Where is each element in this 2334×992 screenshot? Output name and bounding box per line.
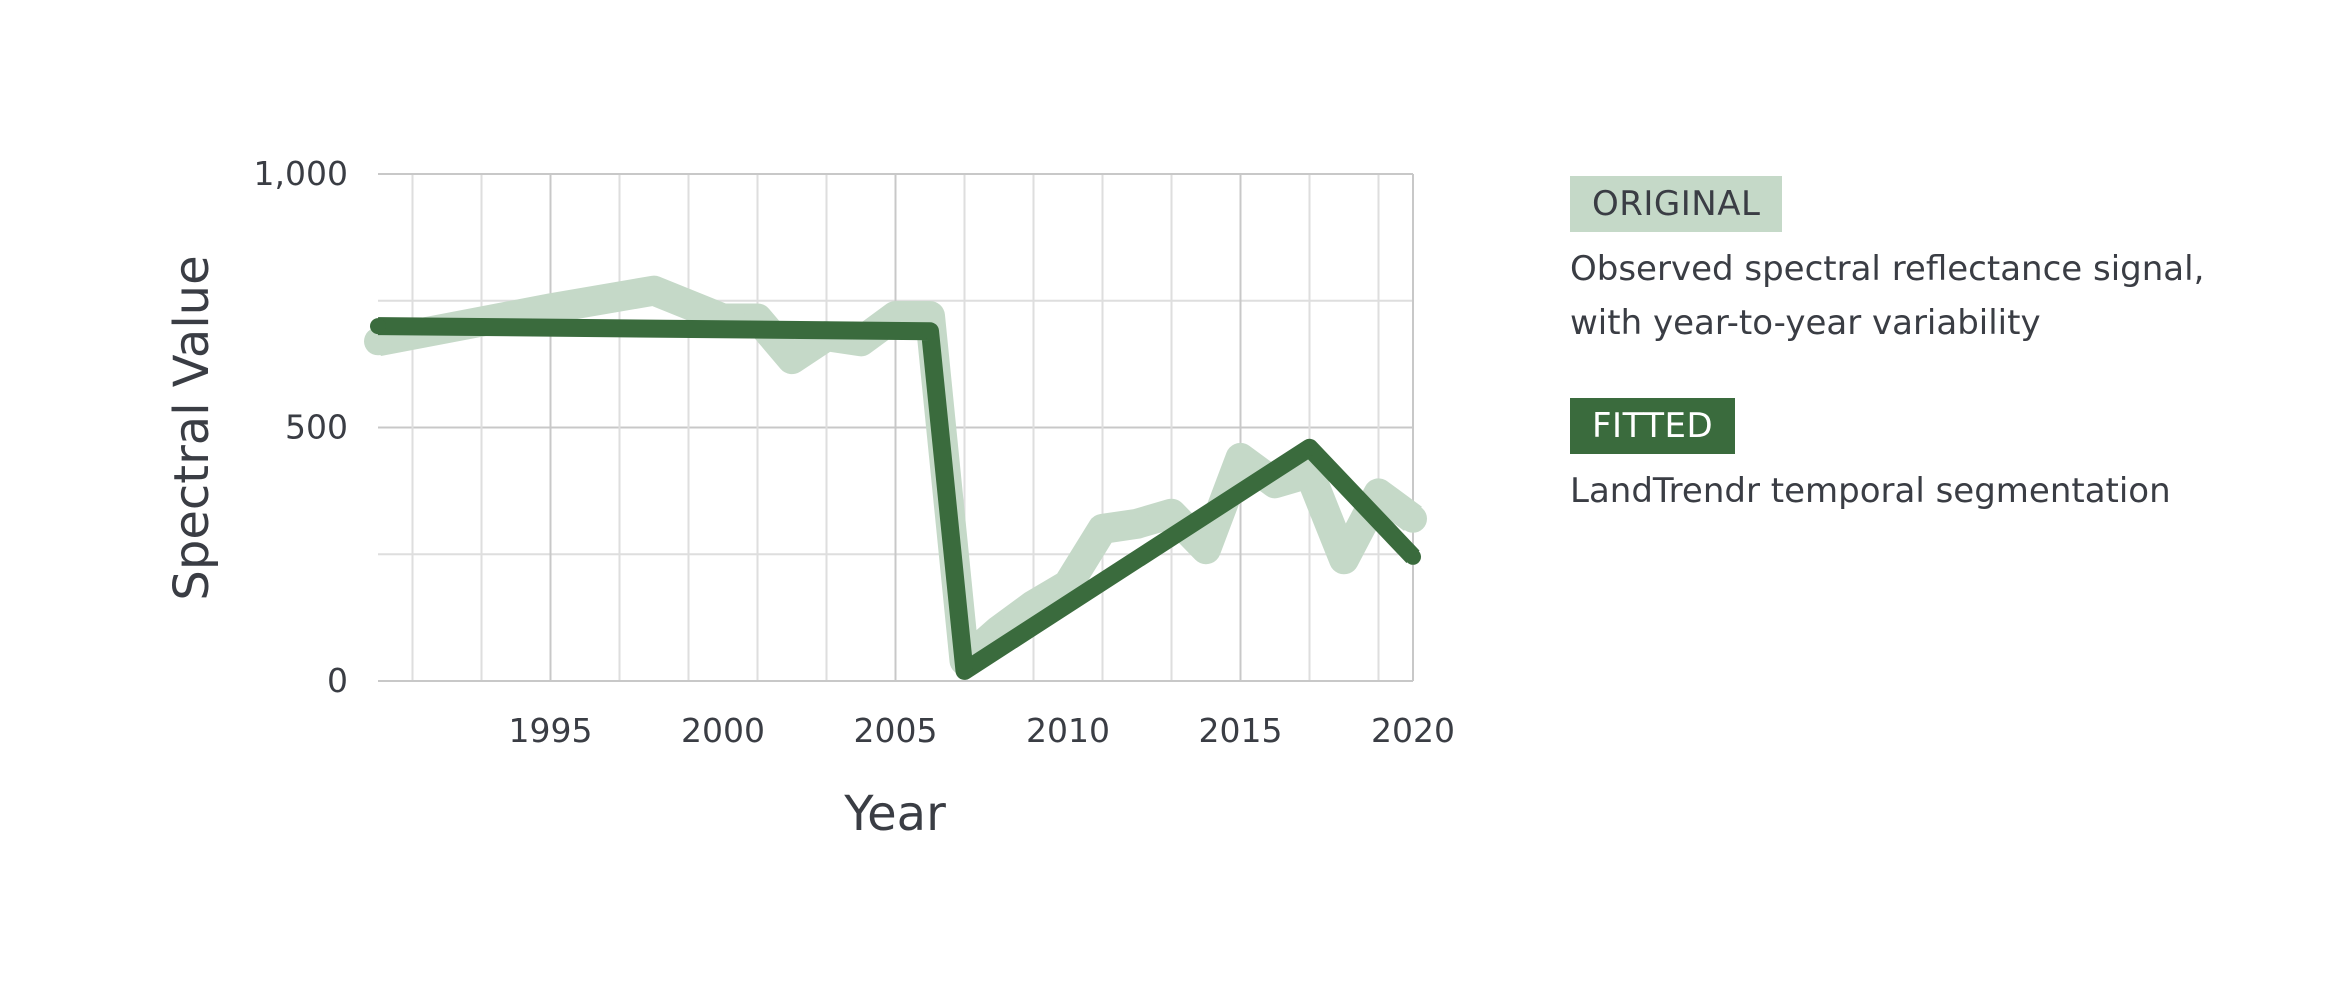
y-tick-label: 1,000: [254, 154, 348, 193]
data-point-original: [1192, 535, 1220, 564]
series-fitted: [370, 317, 1421, 680]
series-layer: [364, 275, 1427, 680]
data-point-original: [1088, 514, 1117, 543]
y-tick-label: 500: [285, 408, 348, 447]
data-point-original: [536, 294, 565, 323]
x-tick-label: 2015: [1199, 711, 1283, 750]
data-point-fitted: [1301, 439, 1318, 456]
legend: ORIGINAL Observed spectral reflectance s…: [1570, 176, 2270, 566]
legend-badge-fitted: FITTED: [1570, 398, 1736, 454]
x-tick-label: 2020: [1371, 711, 1455, 750]
data-point-fitted: [1405, 548, 1421, 565]
x-tick-label: 2010: [1026, 711, 1110, 750]
data-point-original: [1399, 504, 1427, 533]
data-point-original: [1226, 443, 1255, 472]
x-axis-title: Year: [843, 786, 946, 842]
data-point-original: [640, 276, 668, 305]
x-tick-label: 1995: [509, 711, 593, 750]
x-tick-labels: 1995 2000 2005 2010 2015 2020: [509, 711, 1455, 750]
legend-item-fitted: FITTED LandTrendr temporal segmentation: [1570, 398, 2270, 518]
y-tick-label: 0: [327, 661, 348, 700]
data-point-fitted: [956, 662, 973, 679]
data-point-original: [1157, 499, 1186, 528]
legend-item-original: ORIGINAL Observed spectral reflectance s…: [1570, 176, 2270, 350]
legend-badge-original: ORIGINAL: [1570, 176, 1783, 232]
data-point-original: [1330, 545, 1358, 574]
data-point-original: [1123, 509, 1151, 538]
y-tick-labels: 0 500 1,000: [254, 154, 348, 700]
data-point-original: [778, 345, 806, 374]
legend-description-original: Observed spectral reflectance signal, wi…: [1570, 249, 2205, 343]
legend-description-fitted: LandTrendr temporal segmentation: [1570, 471, 2171, 511]
x-tick-label: 2005: [854, 711, 938, 750]
y-axis-title: Spectral Value: [164, 255, 220, 600]
grid: [378, 173, 1414, 682]
data-point-fitted: [370, 318, 386, 335]
x-tick-label: 2000: [681, 711, 765, 750]
data-point-fitted: [922, 323, 938, 340]
